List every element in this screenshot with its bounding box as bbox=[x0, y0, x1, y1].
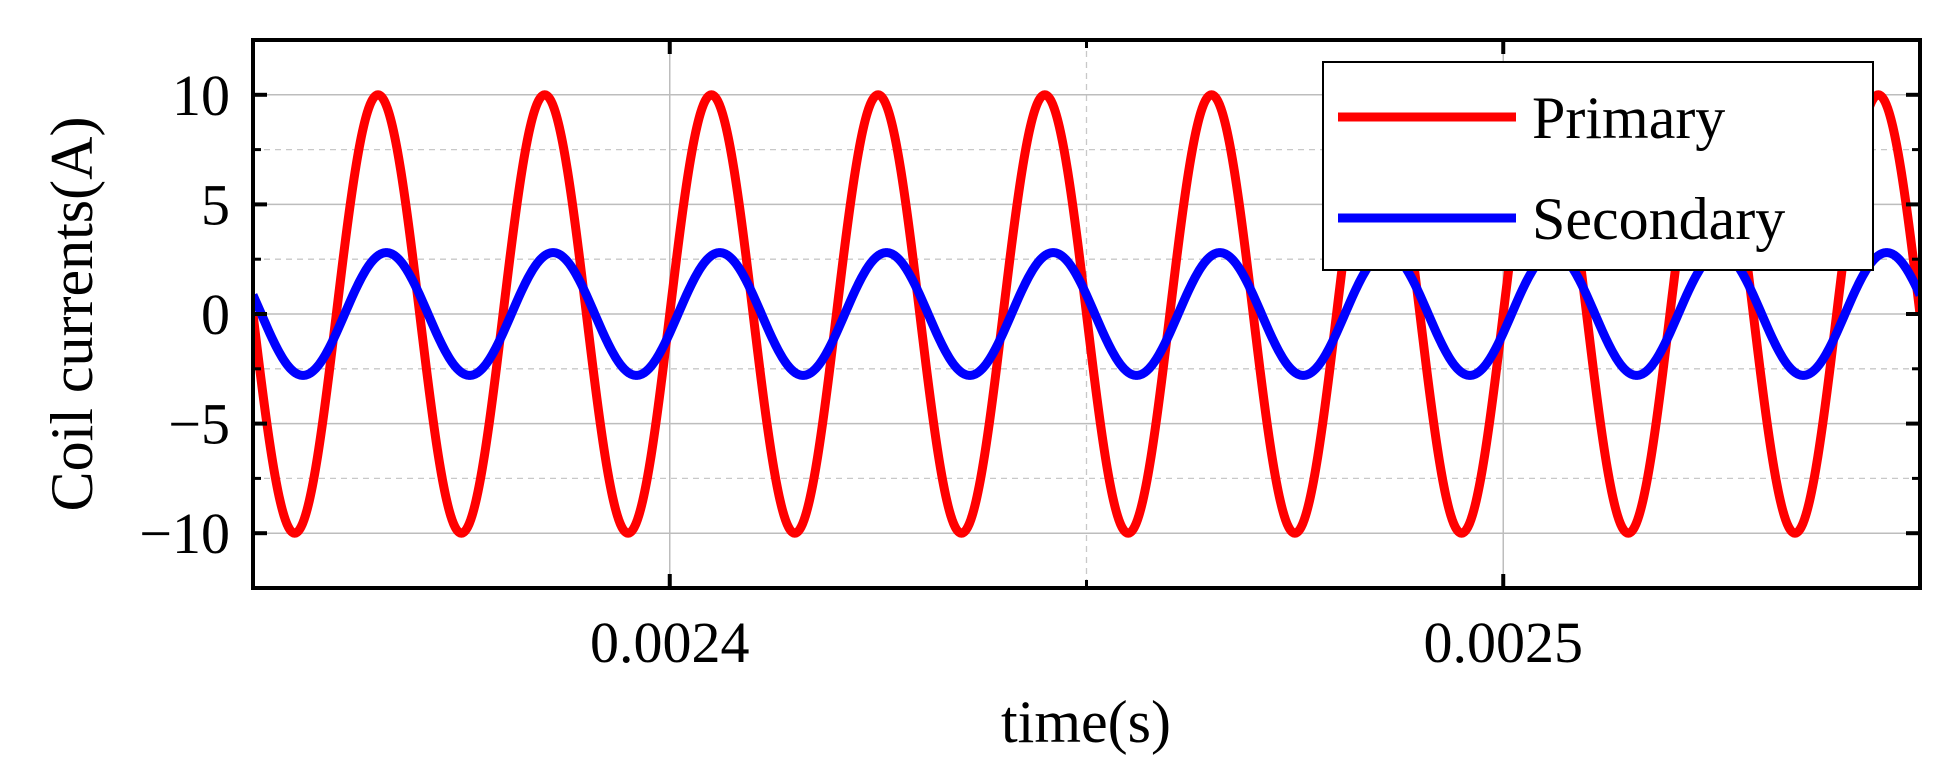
series-line-secondary bbox=[253, 248, 1920, 380]
tick-labels: 0.0024 0.0025 10 5 0 −5 −10 bbox=[139, 63, 1583, 675]
y-tick-label: 0 bbox=[201, 282, 230, 347]
legend-box bbox=[1322, 61, 1874, 271]
ticks bbox=[253, 40, 1920, 588]
legend: Primary Secondary bbox=[1322, 61, 1874, 271]
y-tick-label: −5 bbox=[168, 392, 230, 457]
y-tick-label: −10 bbox=[139, 501, 230, 566]
y-axis-label: Coil currents(A) bbox=[39, 117, 105, 512]
series-layer bbox=[253, 90, 1920, 538]
legend-label-primary: Primary bbox=[1532, 85, 1725, 151]
x-tick-label: 0.0025 bbox=[1424, 610, 1584, 675]
series-line-primary bbox=[253, 90, 1920, 538]
y-tick-label: 5 bbox=[201, 172, 230, 237]
legend-label-secondary: Secondary bbox=[1532, 186, 1785, 252]
y-tick-label: 10 bbox=[172, 63, 230, 128]
x-axis-label: time(s) bbox=[1001, 689, 1171, 755]
x-tick-label: 0.0024 bbox=[590, 610, 750, 675]
